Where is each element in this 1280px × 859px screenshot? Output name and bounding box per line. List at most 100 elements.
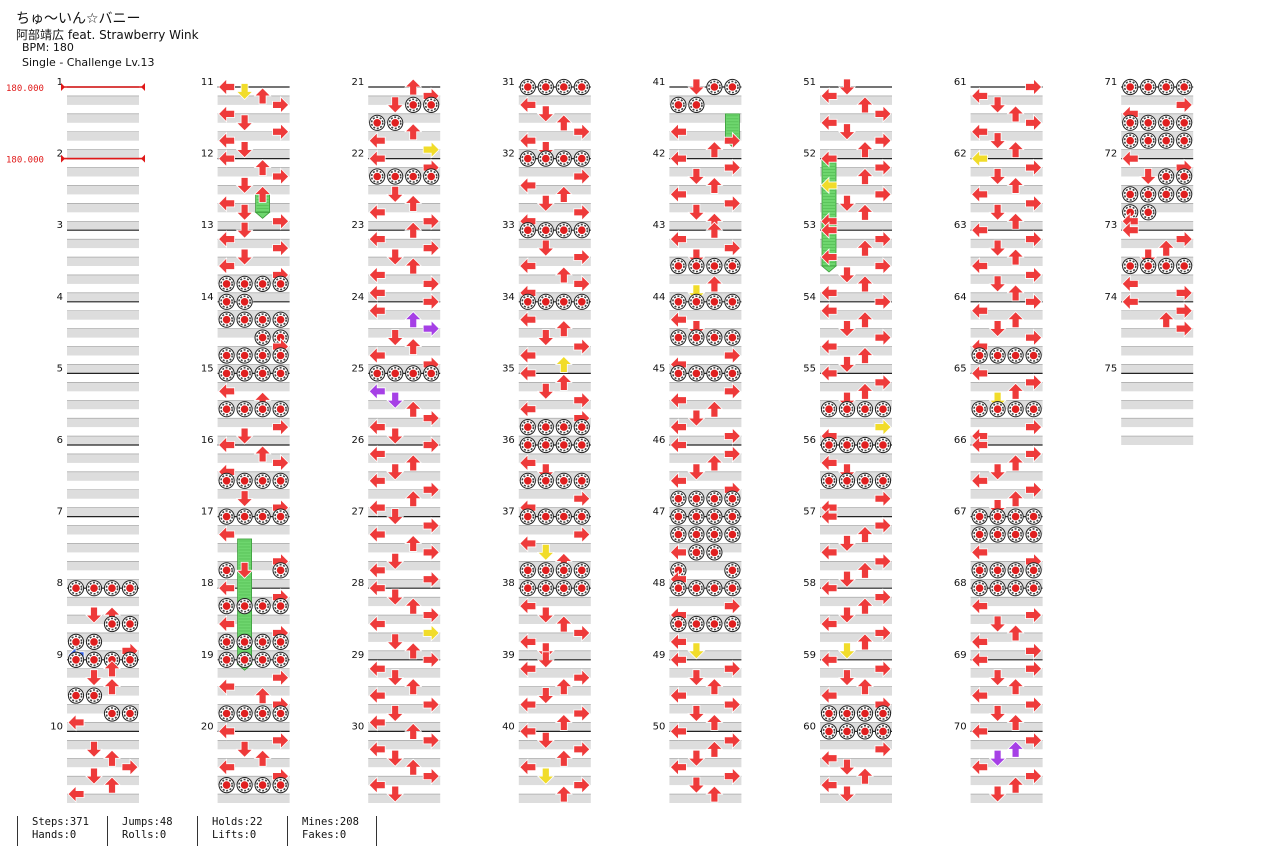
mine-core (72, 584, 80, 592)
mine-core (692, 262, 701, 270)
mine-spikes (274, 707, 288, 720)
arrow-body (1025, 480, 1043, 499)
mine-core (560, 584, 568, 592)
arrow-body (235, 203, 254, 221)
mine-core (975, 530, 984, 539)
mine-icon (236, 705, 253, 722)
measure-band (970, 579, 1043, 589)
mine-spikes (256, 331, 270, 345)
mine-core (710, 298, 719, 306)
measure-number: 70 (954, 721, 967, 732)
arrow-body (573, 668, 591, 687)
arrow-body (554, 713, 573, 731)
measure-band (820, 328, 892, 338)
mine-spikes (708, 581, 721, 595)
mine-core (1144, 83, 1152, 91)
measure-3 (67, 229, 139, 302)
arrow-body (669, 418, 687, 437)
measure-number: 57 (803, 507, 816, 518)
measure-number: 10 (50, 721, 63, 732)
mine-spikes (274, 653, 288, 667)
measure-number: 38 (502, 578, 515, 589)
arrow-body (669, 185, 687, 204)
mine-spikes (370, 170, 384, 183)
arrow-body (404, 78, 423, 96)
arrow-up-icon (253, 185, 272, 203)
mine-spikes (388, 366, 402, 380)
arrow-body (422, 650, 440, 669)
arrow-body (235, 740, 254, 758)
arrow-body (573, 203, 591, 222)
measure-band (217, 543, 290, 553)
measure-band (970, 346, 1043, 356)
mine-core (90, 638, 98, 646)
measure-band (217, 257, 290, 266)
measure-number: 33 (502, 220, 515, 231)
arrow-up-icon (103, 776, 121, 794)
measure-band (820, 167, 892, 177)
mine-icon (555, 508, 572, 525)
mine-icon (838, 705, 856, 722)
mine-core (993, 405, 1002, 413)
arrow-body (1025, 292, 1043, 311)
arrow-down-icon (687, 203, 706, 221)
mine-icon (85, 651, 103, 668)
measure-band (368, 203, 441, 213)
mine-core (1029, 351, 1038, 360)
arrow-down-icon (85, 740, 103, 758)
mine-icon (369, 114, 386, 131)
measure-band (669, 95, 742, 105)
mine-core (710, 83, 719, 91)
mine-icon (272, 365, 289, 382)
mine-spikes (672, 295, 685, 309)
measure-13 (217, 229, 290, 302)
measure-band (820, 632, 892, 642)
arrow-right-icon (573, 203, 591, 222)
mine-icon (573, 436, 590, 454)
mine-icon (724, 257, 741, 275)
arrow-left-icon (971, 471, 988, 490)
mine-icon (218, 597, 235, 615)
arrow-body (404, 194, 423, 212)
arrow-right-icon (422, 480, 440, 499)
mine-icon (670, 96, 687, 114)
measure-band (368, 310, 441, 320)
measure-band (669, 239, 742, 249)
arrow-down-icon (386, 391, 405, 409)
arrow-body (404, 722, 423, 740)
arrow-right-icon (1175, 283, 1193, 302)
measure-band (518, 382, 591, 392)
arrow-right-icon (874, 158, 892, 177)
arrow-left-icon (519, 346, 537, 365)
arrow-left-icon (820, 543, 838, 562)
mine-core (524, 512, 532, 521)
mine-icon (555, 293, 572, 310)
arrow-body (218, 382, 236, 401)
arrow-body (218, 149, 236, 168)
arrow-body (971, 364, 988, 383)
measure-band (1121, 113, 1194, 123)
measure-band (820, 543, 892, 553)
arrow-body (272, 122, 290, 141)
measure-backgrounds (67, 86, 1194, 803)
measure-band (820, 740, 892, 750)
mine-spikes (424, 170, 438, 183)
arrow-right-icon (874, 516, 892, 535)
arrow-body (422, 274, 440, 293)
mine-icon (555, 472, 572, 489)
mine-core (391, 119, 399, 127)
arrow-body (536, 767, 555, 785)
arrow-body (1006, 454, 1025, 472)
arrow-body (404, 123, 423, 141)
mine-spikes (690, 528, 703, 541)
measure-band (669, 167, 742, 177)
arrow-up-icon (1157, 239, 1176, 257)
arrow-body (838, 194, 856, 212)
arrow-body (368, 525, 386, 544)
mine-icon (724, 580, 741, 597)
measure-21 (368, 86, 441, 159)
arrow-right-icon (874, 740, 892, 759)
arrow-left-icon (519, 659, 537, 678)
arrow-body (1025, 194, 1043, 213)
mine-core (674, 262, 683, 270)
